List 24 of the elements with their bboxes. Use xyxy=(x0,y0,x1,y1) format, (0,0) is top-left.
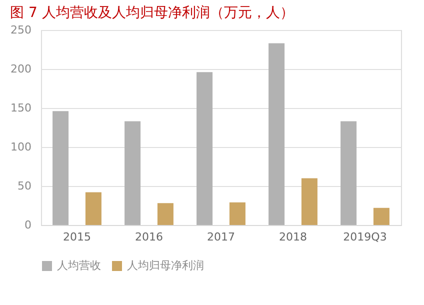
y-tick-label: 200 xyxy=(10,62,32,76)
y-tick-label: 50 xyxy=(18,180,32,192)
legend-label: 人均营收 xyxy=(57,259,101,272)
bar xyxy=(157,203,174,225)
x-tick-label: 2016 xyxy=(135,230,163,244)
bar xyxy=(196,72,213,225)
x-tick-label: 2019Q3 xyxy=(343,230,387,244)
x-tick-label: 2015 xyxy=(63,230,91,244)
x-tick-label: 2018 xyxy=(279,230,307,244)
bar xyxy=(301,178,318,225)
y-tick-label: 100 xyxy=(10,140,32,154)
bar xyxy=(268,43,285,225)
chart-title: 图 7 人均营收及人均归母净利润（万元，人） xyxy=(10,5,294,21)
bar xyxy=(373,208,390,225)
y-tick-label: 0 xyxy=(24,218,32,232)
y-tick-label: 250 xyxy=(10,24,32,36)
x-tick-label: 2017 xyxy=(207,230,235,244)
y-tick-label: 150 xyxy=(10,102,32,114)
bar xyxy=(85,192,102,225)
bar xyxy=(52,111,69,225)
bar xyxy=(124,121,141,225)
bar xyxy=(229,202,246,225)
bar xyxy=(340,121,357,225)
legend-label: 人均归母净利润 xyxy=(127,259,204,272)
